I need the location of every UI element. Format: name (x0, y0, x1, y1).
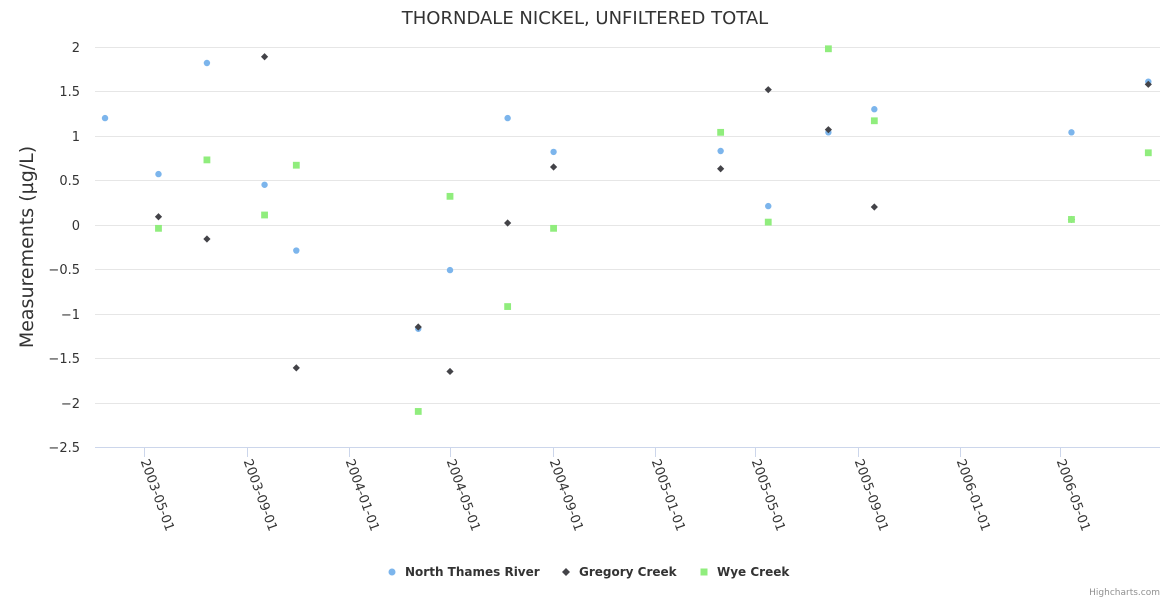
y-tick-label: 1 (72, 130, 80, 145)
data-point[interactable] (446, 192, 454, 200)
y-axis-ticks: 2 1.5 1 0.5 0 −0.5 −1 −1.5 −2 −2.5 (48, 41, 80, 456)
data-point[interactable] (1068, 216, 1075, 223)
data-point[interactable] (824, 126, 832, 134)
data-point[interactable] (414, 408, 422, 415)
data-point[interactable] (414, 323, 422, 331)
data-point[interactable] (717, 165, 725, 173)
data-point[interactable] (101, 114, 109, 122)
data-point[interactable] (871, 106, 878, 113)
legend-square-icon (700, 568, 708, 576)
legend-item-gregory-creek[interactable]: Gregory Creek (562, 565, 678, 579)
data-point[interactable] (261, 211, 268, 219)
data-point[interactable] (261, 181, 268, 188)
data-point[interactable] (717, 128, 725, 136)
data-point[interactable] (154, 213, 163, 221)
data-point[interactable] (870, 117, 878, 125)
y-tick-label: 0.5 (59, 174, 80, 189)
y-tick-label: −1 (61, 308, 80, 323)
data-point[interactable] (292, 364, 300, 372)
legend: North Thames River Gregory Creek Wye Cre… (388, 565, 791, 579)
data-point[interactable] (155, 170, 162, 178)
data-point[interactable] (203, 59, 211, 67)
y-tick-label: 1.5 (59, 85, 80, 100)
data-point[interactable] (824, 45, 832, 53)
data-point[interactable] (292, 161, 300, 169)
data-point[interactable] (550, 148, 557, 156)
y-tick-label: 0 (72, 219, 80, 234)
legend-label-gregory-creek: Gregory Creek (579, 565, 678, 579)
data-point[interactable] (764, 86, 772, 94)
y-tick-label: −1.5 (48, 352, 80, 367)
chart-title: THORNDALE NICKEL, UNFILTERED TOTAL (401, 8, 768, 29)
y-tick-label: −0.5 (48, 263, 80, 278)
data-point[interactable] (549, 163, 558, 171)
data-point[interactable] (504, 114, 511, 122)
data-point[interactable] (1144, 149, 1152, 157)
data-point[interactable] (870, 203, 878, 211)
data-point[interactable] (203, 156, 211, 164)
legend-label-wye-creek: Wye Creek (717, 565, 790, 579)
data-point[interactable] (765, 202, 772, 210)
data-point[interactable] (504, 219, 512, 227)
data-point[interactable] (764, 218, 772, 226)
data-point[interactable] (504, 303, 512, 310)
legend-circle-icon (388, 568, 396, 576)
legend-label-north-thames-river: North Thames River (405, 565, 540, 579)
y-tick-label: −2.5 (48, 441, 80, 456)
data-points (101, 45, 1152, 415)
data-point[interactable] (717, 147, 724, 155)
data-point[interactable] (446, 367, 454, 376)
data-point[interactable] (1144, 80, 1152, 88)
data-point[interactable] (260, 53, 269, 61)
data-point[interactable] (550, 224, 557, 232)
legend-diamond-icon (562, 568, 570, 576)
data-point[interactable] (155, 224, 162, 232)
credits-link[interactable]: Highcharts.com (1089, 588, 1160, 598)
y-axis-label: Measurements (µg/L) (16, 146, 38, 348)
data-point[interactable] (446, 266, 454, 274)
legend-item-wye-creek[interactable]: Wye Creek (700, 565, 791, 579)
data-point[interactable] (1068, 129, 1075, 136)
y-tick-label: −2 (61, 397, 80, 412)
data-point[interactable] (203, 235, 211, 243)
legend-item-north-thames-river[interactable]: North Thames River (388, 565, 540, 579)
series-wye-creek (155, 45, 1152, 415)
y-tick-label: 2 (72, 41, 80, 56)
data-point[interactable] (293, 247, 300, 254)
